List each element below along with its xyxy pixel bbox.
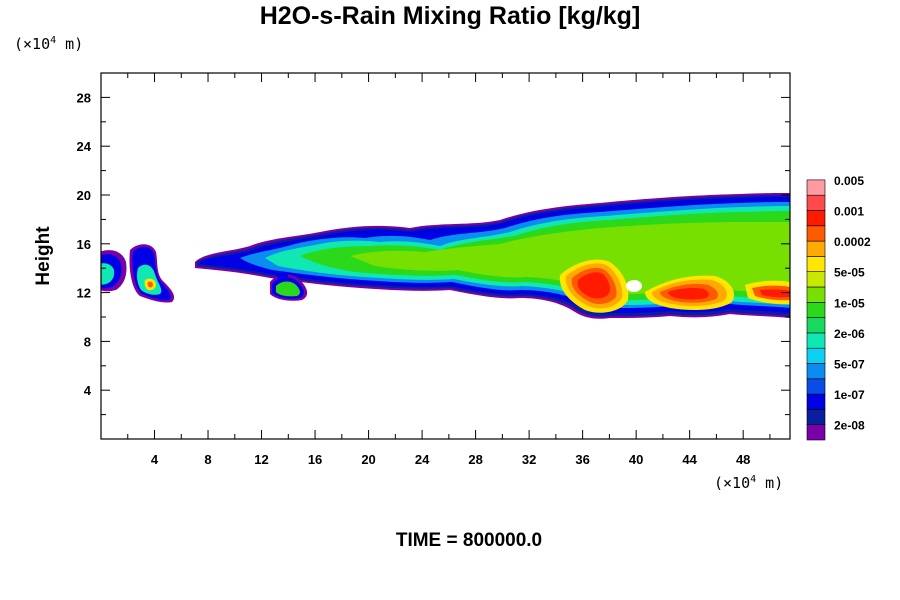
y-tick-label: 24	[77, 139, 92, 154]
y-tick-label: 4	[84, 383, 92, 398]
colorbar-label: 2e-06	[834, 327, 865, 341]
colorbar-label: 0.0002	[834, 235, 871, 249]
colorbar-swatch	[806, 317, 826, 334]
y-tick-label: 28	[77, 90, 91, 105]
left-edge-cell	[101, 250, 127, 292]
colorbar-swatch	[806, 393, 826, 410]
x-tick-label: 40	[629, 452, 643, 467]
heatmap-field	[101, 193, 790, 319]
y-tick-label: 20	[77, 188, 91, 203]
x-tick-label: 44	[682, 452, 697, 467]
x-tick-label: 8	[204, 452, 211, 467]
colorbar-swatch	[806, 409, 826, 425]
colorbar-swatch	[806, 332, 826, 349]
colorbar-swatch	[806, 271, 826, 288]
main-cloud-band	[195, 193, 790, 319]
colorbar-label: 5e-05	[834, 266, 865, 280]
colorbar-swatch	[806, 347, 826, 364]
colorbar-label: 0.005	[834, 174, 864, 188]
colorbar-swatch	[806, 424, 826, 441]
y-tick-label: 12	[77, 286, 91, 301]
colorbar-swatch	[806, 225, 826, 242]
colorbar-swatch	[806, 363, 826, 380]
x-tick-label: 28	[468, 452, 482, 467]
y-tick-label: 8	[84, 334, 91, 349]
cell-near-x14	[270, 271, 308, 301]
colorbar-swatch	[806, 210, 826, 227]
colorbar-swatch	[806, 240, 826, 257]
colorbar-swatch	[806, 301, 826, 318]
x-tick-label: 4	[151, 452, 159, 467]
cell-near-x4	[129, 244, 175, 303]
x-tick-label: 36	[575, 452, 589, 467]
colorbar-swatch	[806, 256, 826, 272]
colorbar-label: 2e-08	[834, 419, 865, 433]
chart-title: H2O-s-Rain Mixing Ratio [kg/kg]	[259, 2, 641, 30]
y-tick-label: 16	[77, 237, 91, 252]
x-axis-ticks: 4 8 12 16 20 24 28 32 36 40 44 48	[127, 73, 771, 467]
x-tick-label: 20	[361, 452, 375, 467]
x-tick-label: 32	[522, 452, 536, 467]
colorbar-swatch	[806, 286, 826, 303]
colorbar: 2e-08 1e-07 5e-07 2e-06 1e-05 5e-05 0.0002 0.00…	[806, 174, 871, 441]
colorbar-label: 5e-07	[834, 358, 865, 372]
plot-frame	[100, 72, 791, 440]
colorbar-label: 0.001	[834, 205, 864, 219]
x-tick-label: 12	[254, 452, 268, 467]
colorbar-swatch	[806, 179, 826, 196]
y-axis-unit: (×104 m)	[14, 35, 83, 53]
y-axis-ticks: 4 8 12 16 20 24 28	[77, 90, 790, 416]
x-tick-label: 16	[308, 452, 322, 467]
time-label: TIME = 800000.0	[395, 530, 543, 551]
y-axis-title: Height	[33, 226, 54, 286]
colorbar-swatch	[806, 194, 826, 211]
colorbar-label: 1e-05	[834, 296, 865, 310]
colorbar-label: 1e-07	[834, 388, 865, 402]
x-tick-label: 24	[415, 452, 430, 467]
x-axis-unit: (×104 m)	[714, 474, 783, 492]
x-tick-label: 48	[736, 452, 750, 467]
colorbar-swatch	[806, 378, 826, 395]
